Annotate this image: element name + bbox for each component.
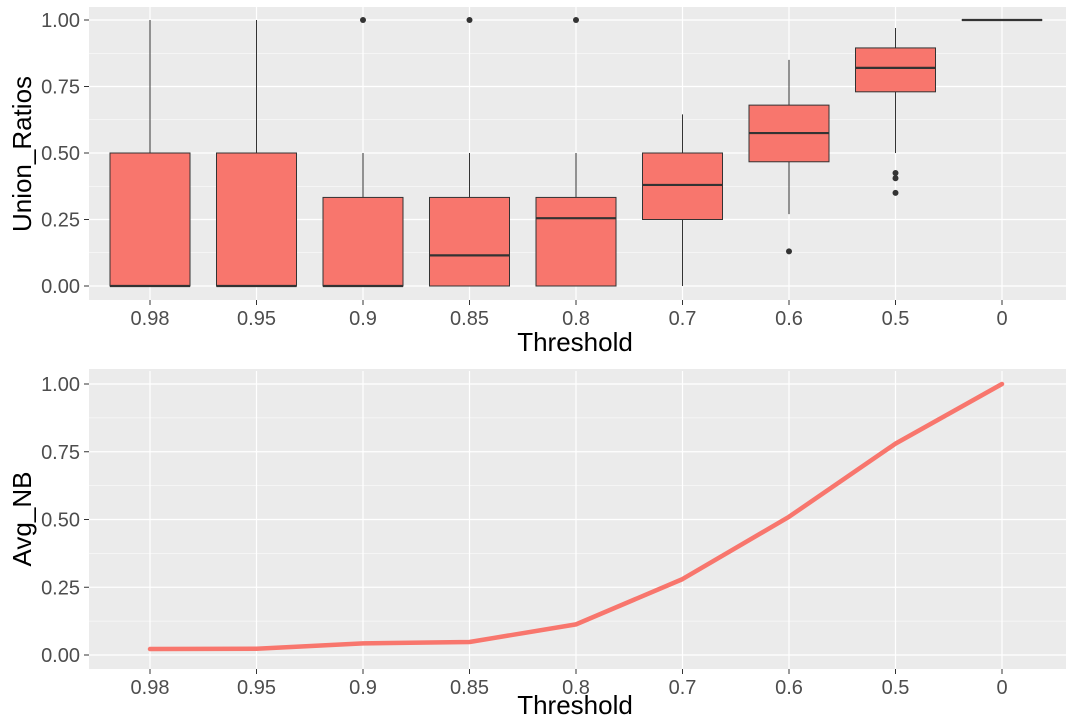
outlier-point [786, 248, 792, 255]
outlier-point [892, 175, 899, 182]
box-body [216, 152, 297, 287]
box-0.8 [535, 17, 617, 287]
box-0.5 [855, 27, 936, 196]
line-x-axis: 0.98 0.95 0.9 0.85 0.8 0.7 0.6 0.5 0 [131, 669, 1008, 699]
x-tick-label: 0.6 [775, 308, 803, 330]
box-0.7 [642, 114, 723, 286]
line-grid [89, 371, 1066, 669]
x-tick-label: 0.5 [882, 308, 910, 330]
x-tick-label: 0.85 [450, 677, 489, 699]
line-y-axis-title: Avg_NB [7, 472, 37, 567]
outlier-point [466, 17, 473, 23]
box-body [109, 152, 191, 287]
x-tick-label: 0.9 [349, 308, 377, 330]
x-tick-label: 0.98 [131, 308, 170, 330]
x-tick-label: 0.8 [562, 677, 590, 699]
boxplot-chart: 0.000.250.500.751.00 0.98 0.95 0.9 0.85 0.8 0… [7, 7, 1066, 357]
box-body [322, 196, 404, 287]
y-tick-label: 0.75 [41, 77, 80, 99]
x-tick-label: 0.95 [237, 677, 276, 699]
y-tick-label: 0.25 [41, 210, 80, 232]
line-y-axis: 0.00 0.25 0.50 0.75 1.00 [41, 374, 89, 667]
y-tick-label: 0.25 [41, 577, 80, 599]
x-tick-label: 0.5 [882, 677, 910, 699]
boxplot-x-axis-title: Threshold [517, 327, 633, 357]
outlier-point [892, 169, 899, 176]
x-tick-label: 0.9 [349, 677, 377, 699]
y-tick-label: 1.00 [41, 374, 80, 396]
box-0.85 [429, 17, 510, 287]
x-tick-label: 0.85 [450, 308, 489, 330]
outlier-point [573, 17, 579, 23]
line-x-axis-title: Threshold [517, 690, 633, 720]
y-tick-label: 0.50 [41, 143, 80, 165]
line-chart: 0.000.250.500.751.00 0.98 0.95 0.9 0.85 0.8 0… [7, 369, 1066, 720]
boxplot-y-axis: 0.00 0.25 0.50 0.75 1.00 [41, 10, 89, 298]
boxplot-marks [109, 17, 1043, 288]
x-tick-label: 0.95 [237, 308, 276, 330]
y-tick-label: 0.75 [41, 442, 80, 464]
box-0.6 [748, 59, 830, 255]
x-tick-label: 0.7 [669, 677, 697, 699]
box-body [429, 196, 510, 287]
box-body [535, 196, 617, 287]
y-tick-label: 0.00 [41, 276, 80, 298]
outlier-point [360, 17, 366, 23]
box-body [642, 152, 723, 220]
box-0.95 [216, 20, 297, 288]
boxplot-y-axis-title: Union_Ratios [7, 76, 37, 232]
x-tick-label: 0.6 [775, 677, 803, 699]
avg-nb-line [147, 381, 1005, 652]
y-tick-label: 1.00 [41, 10, 80, 32]
outlier-point [892, 189, 899, 196]
x-tick-label: 0 [996, 308, 1007, 330]
box-0.9 [322, 17, 404, 288]
boxplot-x-axis: 0.98 0.95 0.9 0.85 0.8 0.7 0.6 0.5 0 [131, 300, 1008, 330]
y-tick-label: 0.00 [41, 645, 80, 667]
x-tick-label: 0.98 [131, 677, 170, 699]
x-tick-label: 0.8 [562, 308, 590, 330]
box-body [855, 47, 936, 93]
x-tick-label: 0.7 [669, 308, 697, 330]
line-marks [147, 381, 1005, 652]
y-tick-label: 0.50 [41, 510, 80, 532]
box-0.98 [109, 20, 191, 288]
x-tick-label: 0 [996, 677, 1007, 699]
